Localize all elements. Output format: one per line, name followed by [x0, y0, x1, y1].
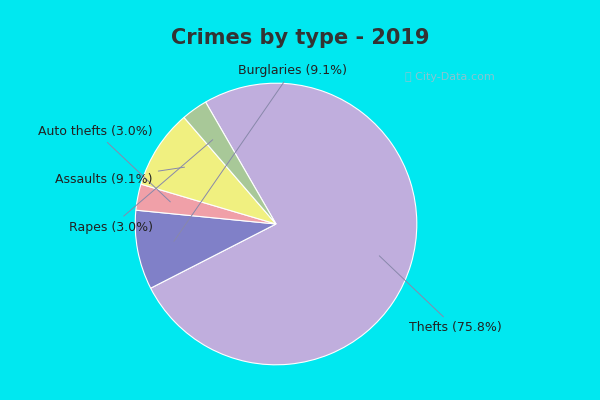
Wedge shape [141, 118, 276, 224]
Text: ⓘ City-Data.com: ⓘ City-Data.com [406, 72, 495, 82]
Text: Assaults (9.1%): Assaults (9.1%) [55, 167, 185, 186]
Wedge shape [184, 102, 276, 224]
Wedge shape [135, 210, 276, 288]
Text: Burglaries (9.1%): Burglaries (9.1%) [174, 64, 347, 241]
Text: Crimes by type - 2019: Crimes by type - 2019 [171, 28, 429, 48]
Wedge shape [151, 83, 417, 365]
Text: Rapes (3.0%): Rapes (3.0%) [69, 140, 213, 234]
Text: Auto thefts (3.0%): Auto thefts (3.0%) [38, 125, 170, 202]
Text: Thefts (75.8%): Thefts (75.8%) [379, 256, 502, 334]
Wedge shape [136, 184, 276, 224]
